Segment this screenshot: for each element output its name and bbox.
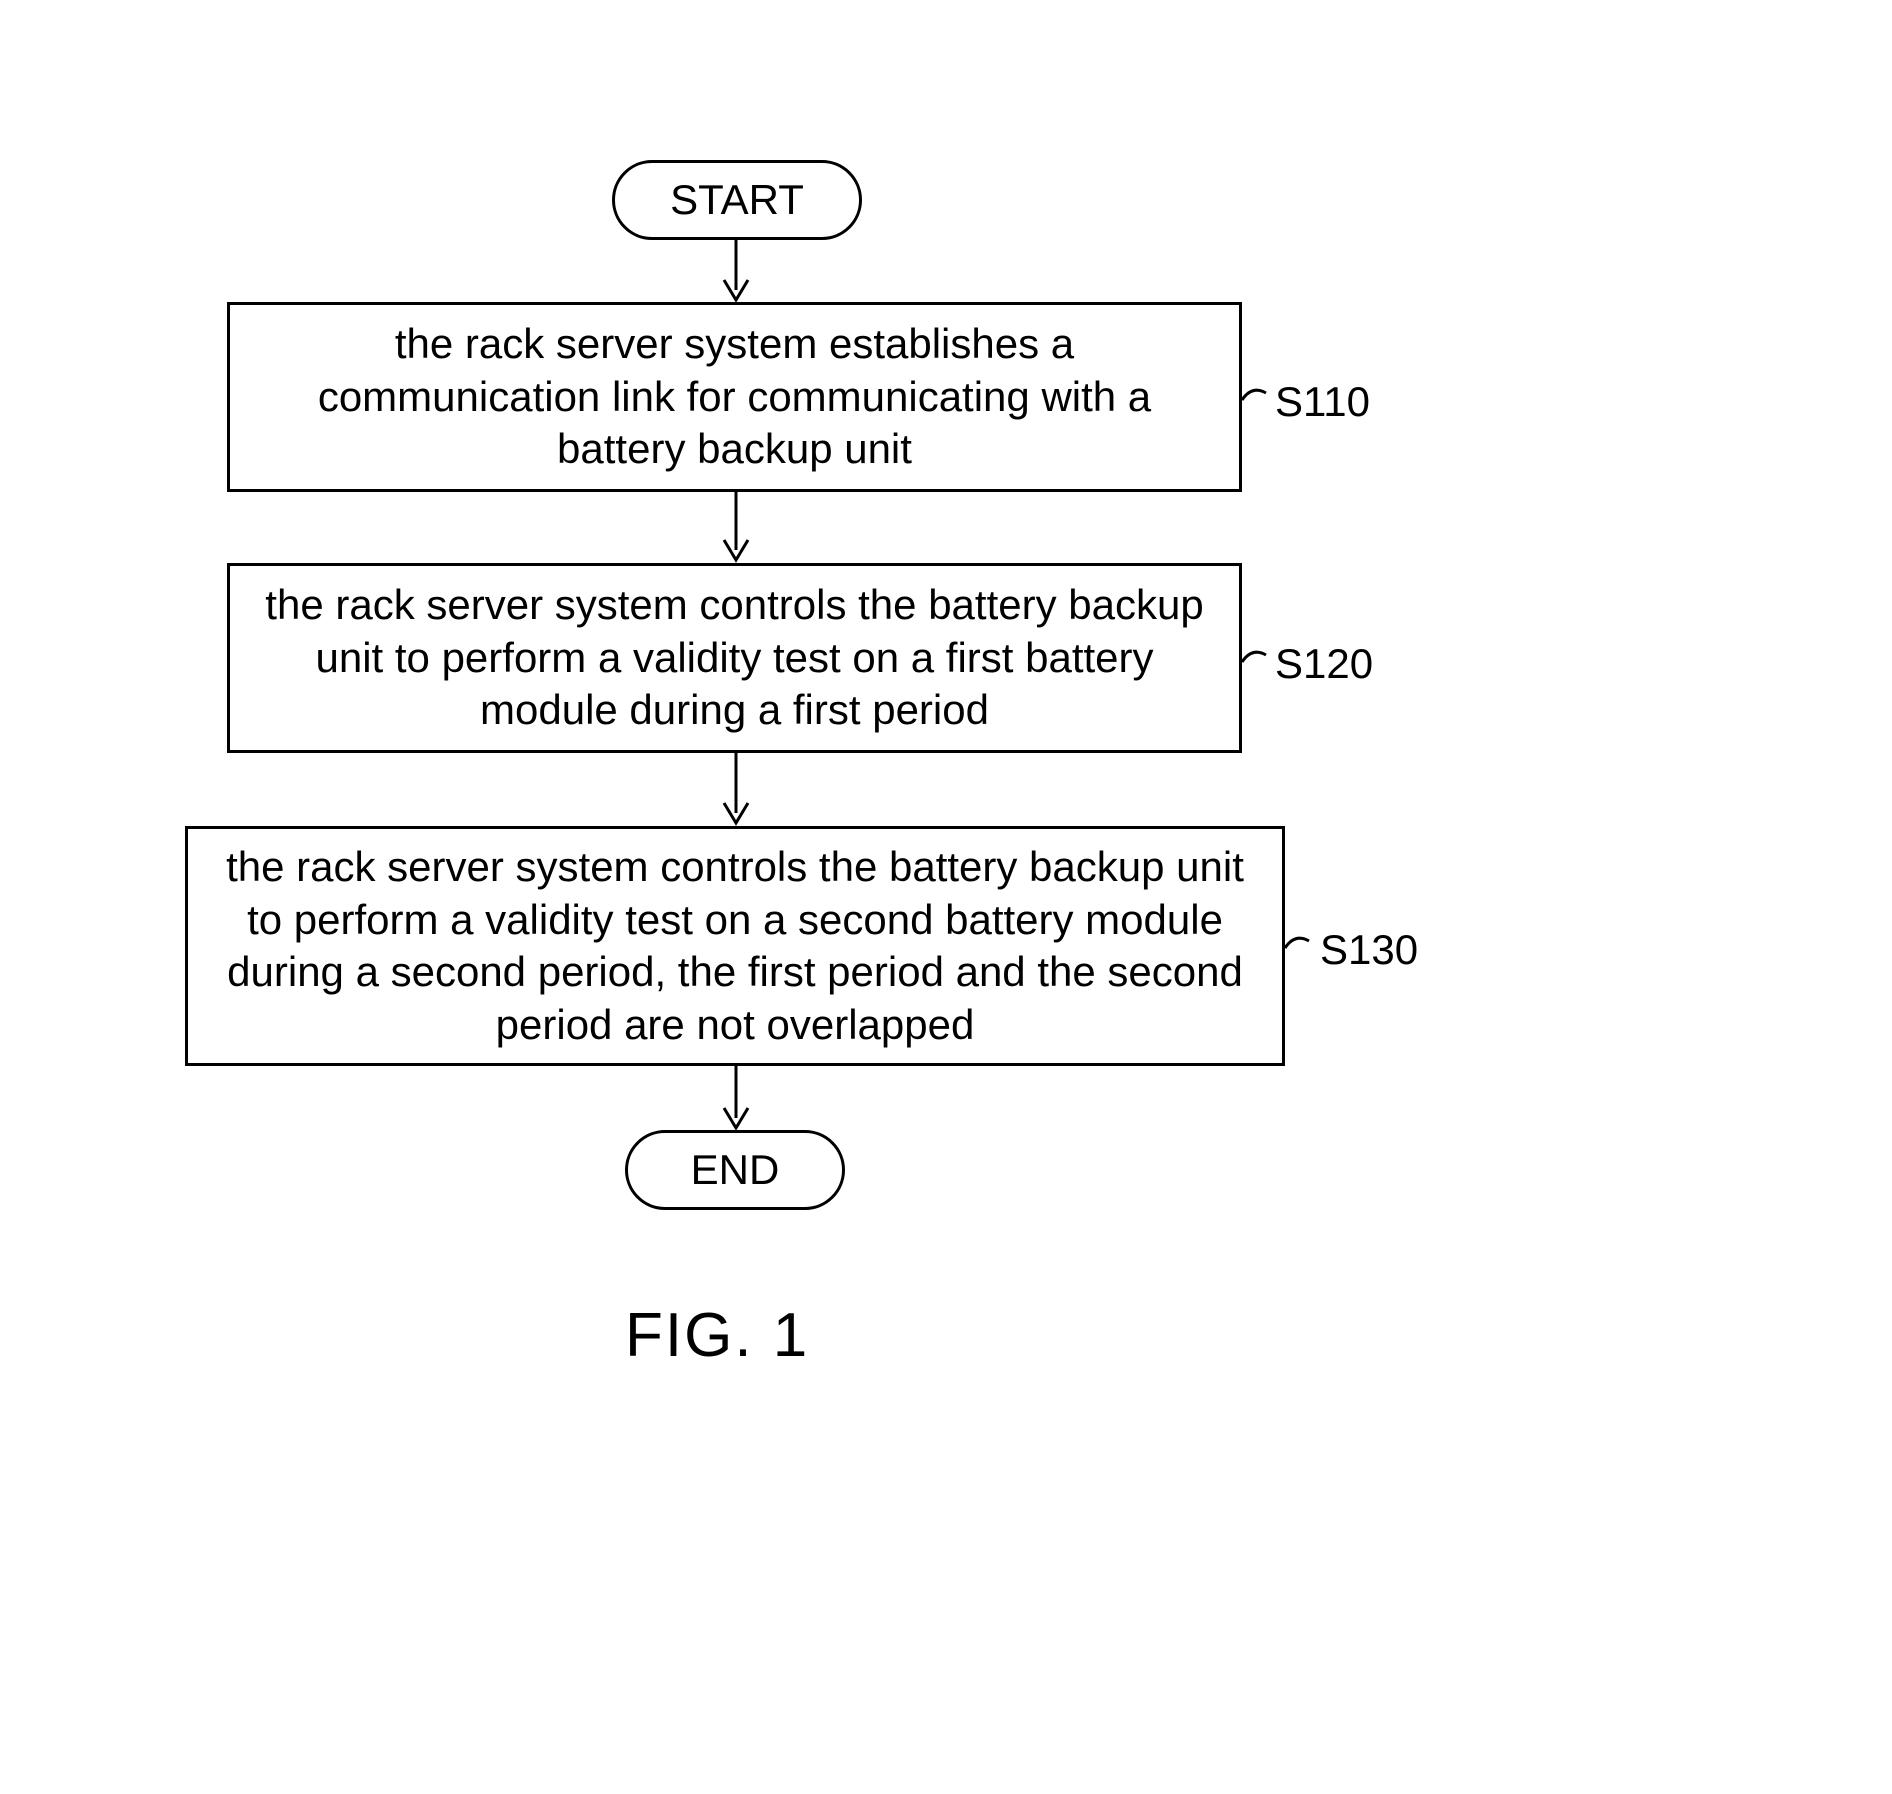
process-s130-text: the rack server system controls the batt… [208,841,1262,1051]
process-s110-text: the rack server system establishes a com… [250,318,1219,476]
process-s110: the rack server system establishes a com… [227,302,1242,492]
label-s130: S130 [1320,926,1418,974]
start-node: START [612,160,862,240]
process-s120-text: the rack server system controls the batt… [250,579,1219,737]
label-connector-s110 [1242,385,1272,415]
process-s120: the rack server system controls the batt… [227,563,1242,753]
start-text: START [670,176,804,224]
end-node: END [625,1130,845,1210]
label-s120: S120 [1275,640,1373,688]
arrow-s110-s120 [736,492,738,563]
label-connector-s130 [1285,933,1315,963]
label-connector-s120 [1242,647,1272,677]
end-text: END [691,1146,780,1194]
arrow-start-s110 [736,240,738,302]
label-s110: S110 [1275,378,1370,426]
process-s130: the rack server system controls the batt… [185,826,1285,1066]
arrow-s130-end [736,1066,738,1130]
figure-caption: FIG. 1 [625,1300,809,1371]
flowchart-canvas: START the rack server system establishes… [0,0,1892,1794]
arrow-s120-s130 [736,753,738,826]
